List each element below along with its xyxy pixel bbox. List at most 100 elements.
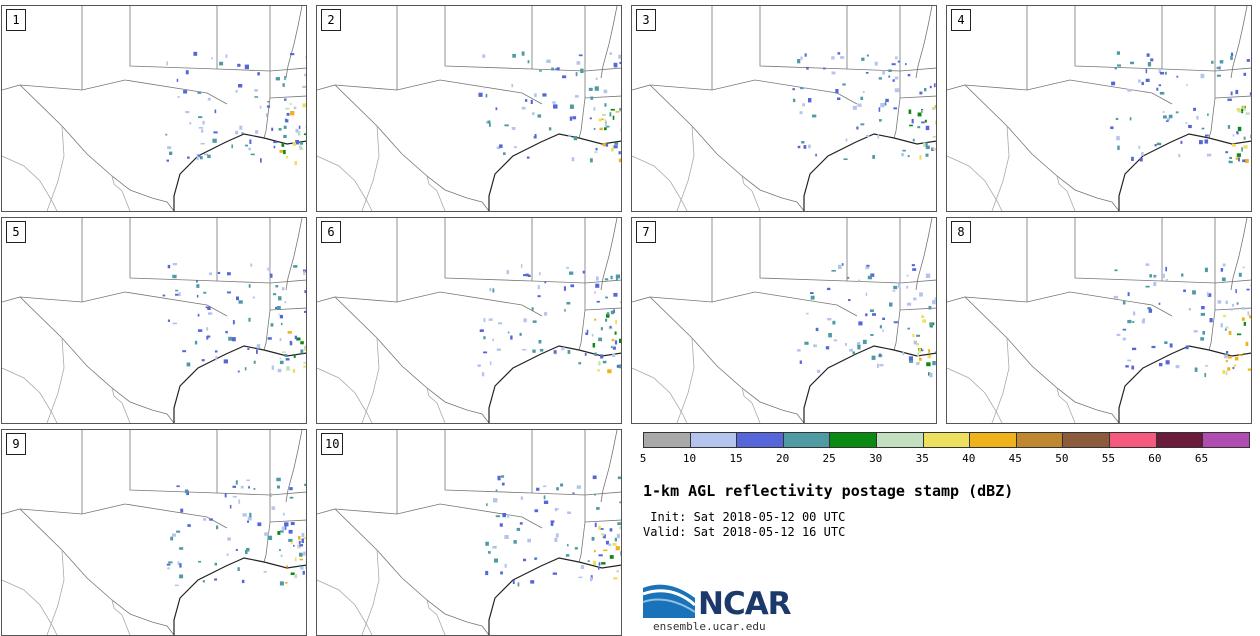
echo-cell: [575, 95, 579, 98]
boundary-line: [174, 134, 306, 211]
echo-cell: [604, 127, 607, 130]
boundary-line: [632, 156, 687, 211]
echo-cell: [201, 129, 203, 132]
echo-cell: [279, 128, 282, 131]
echo-cell: [603, 361, 607, 364]
echo-cell: [926, 274, 930, 279]
echo-cell: [236, 480, 238, 484]
echo-cell: [503, 152, 506, 155]
echo-cell: [271, 323, 274, 326]
echo-cell: [295, 336, 297, 340]
boundary-line: [20, 430, 227, 528]
echo-cell: [597, 301, 600, 303]
echo-cell: [517, 528, 521, 531]
echo-cell: [1141, 152, 1144, 156]
echo-cell: [1225, 329, 1227, 331]
colorbar-swatch: [784, 433, 831, 447]
echo-cell: [187, 157, 190, 159]
echo-cell: [906, 286, 908, 289]
echo-cell: [605, 278, 608, 280]
echo-cell: [246, 548, 249, 552]
echo-cell: [249, 140, 251, 145]
echo-cell: [478, 364, 481, 367]
echo-cell: [612, 543, 616, 546]
echo-cell: [173, 263, 177, 265]
echo-cell: [267, 105, 270, 107]
echo-cell: [895, 56, 898, 59]
echo-cell: [828, 333, 832, 337]
echo-cell: [1226, 360, 1228, 362]
echo-cell: [276, 77, 280, 80]
echo-cell: [180, 509, 183, 513]
echo-cell: [1130, 117, 1132, 120]
echo-cell: [1244, 73, 1247, 76]
echo-cell: [575, 547, 578, 549]
echo-cell: [531, 100, 533, 104]
colorbar-swatch: [924, 433, 971, 447]
echo-cell: [1201, 306, 1205, 309]
echo-cell: [1111, 82, 1115, 86]
colorbar-tick-label: 45: [1009, 452, 1022, 465]
echo-cell: [247, 521, 249, 523]
echo-cell: [849, 349, 853, 352]
echo-cell: [1229, 161, 1231, 164]
echo-cell: [925, 120, 927, 123]
echo-cell: [554, 538, 557, 542]
echo-cell: [1230, 308, 1232, 310]
echo-cell: [1202, 331, 1205, 335]
echo-cell: [1146, 286, 1150, 288]
echo-cell: [603, 550, 607, 552]
echo-cell: [1230, 56, 1233, 60]
echo-cell: [872, 356, 876, 360]
echo-cell: [304, 133, 306, 135]
boundary-line: [916, 218, 932, 290]
echo-cell: [493, 288, 495, 292]
echo-cell: [304, 290, 306, 293]
echo-cell: [1225, 326, 1228, 328]
echo-cell: [606, 144, 608, 147]
echo-cell: [816, 328, 819, 331]
echo-cell: [594, 291, 596, 294]
echo-cell: [567, 512, 571, 515]
boundary-line: [947, 85, 1119, 211]
echo-cell: [568, 350, 571, 354]
echo-cell: [604, 103, 606, 107]
boundary-line: [965, 218, 1172, 316]
echo-cell: [528, 60, 530, 63]
echo-cell: [165, 134, 167, 136]
echo-cell: [918, 113, 922, 117]
echo-cell: [1186, 84, 1188, 86]
echo-cell: [589, 88, 593, 91]
echo-cell: [616, 278, 618, 281]
echo-cell: [1114, 269, 1117, 271]
boundary-line: [47, 338, 130, 423]
echo-cell: [289, 103, 292, 105]
echo-cell: [1226, 301, 1228, 305]
echo-cell: [284, 99, 286, 101]
echo-cell: [482, 54, 485, 57]
echo-cell: [523, 274, 527, 276]
echo-cell: [539, 70, 542, 72]
echo-cell: [1233, 135, 1235, 137]
echo-cell: [568, 135, 571, 137]
echo-cell: [522, 51, 525, 55]
echo-cell: [857, 104, 861, 107]
echo-cell: [827, 318, 831, 320]
echo-cell: [831, 56, 834, 59]
echo-cell: [895, 77, 899, 80]
echo-cell: [926, 126, 930, 130]
echo-cell: [492, 546, 496, 548]
echo-cell: [1243, 267, 1245, 269]
echo-cell: [227, 272, 231, 275]
echo-cell: [168, 561, 172, 563]
echo-cell: [1163, 115, 1167, 118]
echo-cell: [232, 337, 236, 341]
echo-cell: [1128, 292, 1130, 296]
echo-cell: [488, 551, 491, 554]
echo-cell: [1116, 118, 1119, 120]
echo-cell: [596, 276, 599, 280]
basemap: [317, 218, 621, 423]
boundary-line: [804, 134, 936, 211]
echo-cell: [530, 580, 534, 583]
echo-cell: [238, 371, 240, 373]
